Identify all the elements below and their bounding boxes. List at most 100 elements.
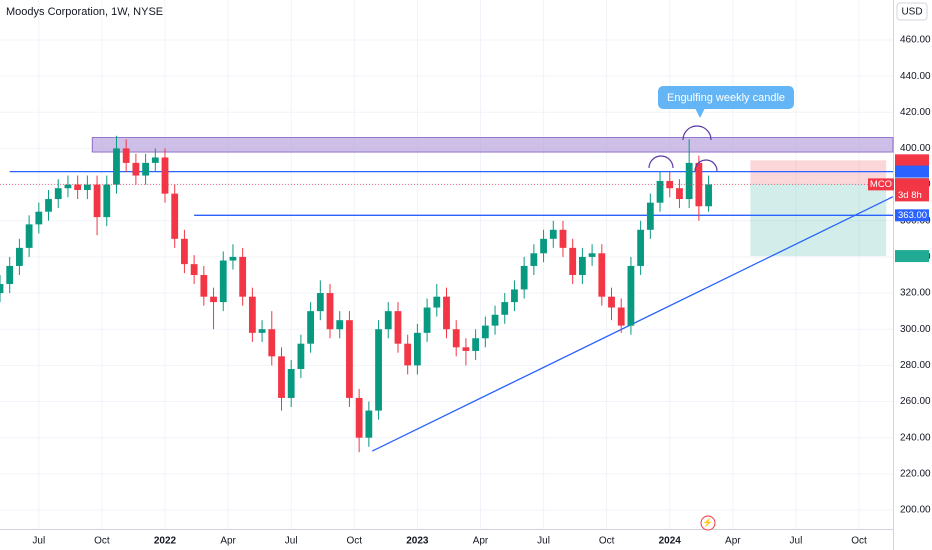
candle-body (268, 329, 276, 357)
x-tick-label: Jul (285, 536, 298, 547)
x-tick-label: 2023 (406, 536, 429, 547)
candle-body (569, 247, 577, 275)
candle-body (501, 302, 509, 315)
candle-body (190, 264, 198, 275)
candle-body (530, 253, 538, 266)
y-tick-label: 240.00 (900, 432, 931, 443)
highlight-arc (648, 155, 674, 169)
candle-body (705, 184, 712, 207)
candle-body (229, 256, 237, 261)
callout-pointer (695, 108, 705, 118)
candle-body (6, 265, 14, 285)
currency-box[interactable] (896, 2, 928, 21)
candle-body (617, 307, 625, 326)
candle-body (462, 347, 470, 351)
x-tick-label: Oct (94, 536, 110, 547)
candle-body (151, 157, 159, 163)
price-label-box (895, 250, 929, 263)
candle-body (608, 296, 615, 308)
candle-body (413, 332, 421, 366)
price-label-box (895, 165, 929, 178)
candle-body (83, 184, 91, 191)
candle-body (588, 253, 596, 257)
candle-body (113, 148, 120, 185)
y-tick-label: 300.00 (900, 324, 931, 335)
candle-body (627, 265, 635, 326)
candle-body (346, 320, 353, 398)
y-tick-label: 400.00 (900, 143, 931, 154)
candle-body (452, 329, 460, 348)
x-tick-label: Apr (220, 536, 236, 547)
candle-body (307, 311, 315, 344)
candle-body (248, 296, 256, 333)
candle-body (443, 296, 450, 330)
x-tick-label: Apr (725, 536, 741, 547)
annotation: Engulfing weekly candle (667, 92, 785, 104)
candle-body (239, 256, 247, 297)
countdown: 3d 8h (898, 190, 922, 201)
y-tick-label: 200.00 (900, 505, 931, 516)
candle-body (181, 238, 188, 265)
x-tick-label: Oct (851, 536, 867, 547)
candle-body (278, 356, 285, 398)
candle-body (646, 202, 654, 230)
event-icon-glyph[interactable]: ⚡ (702, 516, 713, 528)
symbol-tag (868, 178, 894, 191)
candle-body (132, 162, 140, 176)
candle-body (365, 410, 373, 438)
price-label-box (895, 209, 929, 222)
candle-body (481, 325, 489, 339)
highlight-arc (694, 159, 718, 172)
candle-body (93, 184, 101, 218)
candle-body (297, 343, 305, 369)
candle-body (676, 188, 683, 200)
x-tick-label: Jul (790, 536, 803, 547)
candle-body (103, 184, 111, 218)
candle-body (656, 180, 664, 203)
candle-body (578, 256, 586, 275)
x-tick-label: 2022 (154, 536, 177, 547)
candle-body (559, 229, 567, 248)
candle-body (200, 274, 208, 297)
y-tick-label: 220.00 (900, 468, 931, 479)
candle-body (35, 211, 43, 225)
y-tick-label: 440.00 (900, 71, 931, 82)
x-tick-label: Oct (347, 536, 363, 547)
x-tick-label: Jul (537, 536, 550, 547)
candle-body (472, 338, 480, 351)
candle-body (142, 162, 149, 176)
symbol: MCO (870, 179, 892, 190)
candle-body (540, 238, 547, 254)
event-icon[interactable] (700, 515, 716, 531)
plot-area (0, 0, 894, 529)
candle-body (598, 253, 606, 297)
candle-body (637, 229, 645, 266)
candle-body (433, 296, 441, 308)
price-label-box (895, 154, 929, 167)
y-tick-label: 320.00 (900, 288, 931, 299)
candle-body (210, 296, 217, 303)
chart-title: Moodys Corporation, 1W, NYSE (6, 6, 163, 18)
candle-body (549, 229, 557, 239)
candle-body (161, 157, 169, 194)
candle-body (25, 224, 33, 248)
candle-body (375, 329, 382, 411)
y-tick-label: 420.00 (900, 107, 931, 118)
candle-body (64, 184, 72, 189)
candle-body (520, 265, 528, 290)
candle-body (423, 307, 431, 333)
candle-body (219, 260, 227, 303)
candle-body (326, 293, 334, 330)
currency[interactable]: USD (901, 7, 922, 18)
x-tick-label: Jul (32, 536, 45, 547)
candle-body (511, 289, 518, 303)
candle-body (0, 284, 4, 294)
target-zone (750, 184, 887, 257)
candle-body (258, 329, 266, 333)
y-tick-label: 460.00 (900, 35, 931, 46)
candle-body (171, 193, 179, 239)
candle-body (316, 293, 324, 312)
callout (658, 86, 794, 109)
candle-body (54, 188, 62, 200)
